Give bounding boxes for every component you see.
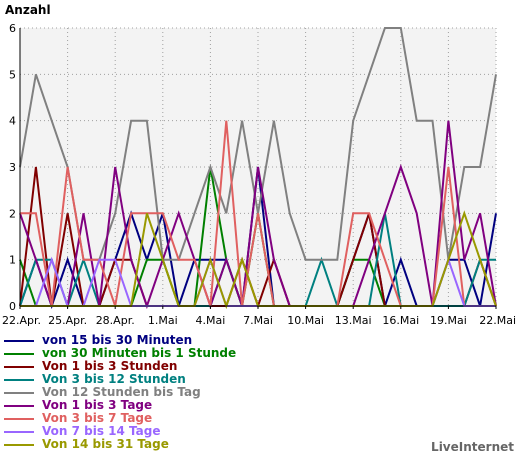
legend-label: Von 7 bis 14 Tage <box>42 424 161 438</box>
legend-swatch <box>4 379 34 381</box>
legend-label: von 15 bis 30 Minuten <box>42 333 193 347</box>
x-tick-label: 10.Mai <box>287 314 324 327</box>
legend-label: Von 14 bis 31 Tage <box>42 437 169 451</box>
legend-label: Von 1 bis 3 Tage <box>42 398 153 412</box>
legend-swatch <box>4 340 34 342</box>
legend-swatch <box>4 418 34 420</box>
y-tick-label: 1 <box>9 254 16 267</box>
x-tick-label: 19.Mai <box>430 314 467 327</box>
legend-label: Von 3 bis 12 Stunden <box>42 372 186 386</box>
legend-label: Von 3 bis 7 Tage <box>42 411 153 425</box>
x-tick-label: 4.Mai <box>196 314 226 327</box>
brand-label: LiveInternet <box>431 440 514 454</box>
y-tick-label: 6 <box>9 22 16 35</box>
x-tick-label: 22.Apr. <box>2 314 41 327</box>
legend-swatch <box>4 431 34 433</box>
x-tick-label: 7.Mai <box>243 314 273 327</box>
y-tick-labels: 0 1 2 3 4 5 6 <box>9 22 16 313</box>
x-tick-labels: 22.Apr. 25.Apr. 28.Apr. 1.Mai 4.Mai 7.Mai 10.M… <box>2 306 516 327</box>
y-tick-label: 2 <box>9 207 16 220</box>
y-axis-title: Anzahl <box>5 3 51 17</box>
x-tick-label: 1.Mai <box>148 314 178 327</box>
y-tick-label: 3 <box>9 161 16 174</box>
line-chart: Anzahl 0 1 2 3 4 5 6 22.Apr. 25.Apr. 28.Apr. 1.Ma… <box>2 3 516 327</box>
y-tick-label: 4 <box>9 115 16 128</box>
legend-swatch <box>4 392 34 394</box>
legend-swatch <box>4 353 34 355</box>
legend-swatch <box>4 405 34 407</box>
y-tick-label: 0 <box>9 300 16 313</box>
x-tick-label: 28.Apr. <box>96 314 135 327</box>
x-tick-label: 25.Apr. <box>48 314 87 327</box>
legend-label: Von 1 bis 3 Stunden <box>42 359 178 373</box>
x-tick-label: 22.Mai <box>479 314 516 327</box>
legend-label: Von 12 Stunden bis Tag <box>42 385 201 399</box>
legend-swatch <box>4 366 34 368</box>
x-tick-label: 16.Mai <box>382 314 419 327</box>
legend-swatch <box>4 444 34 446</box>
y-tick-label: 5 <box>9 68 16 81</box>
legend-label: von 30 Minuten bis 1 Stunde <box>42 346 237 360</box>
x-tick-label: 13.Mai <box>335 314 372 327</box>
